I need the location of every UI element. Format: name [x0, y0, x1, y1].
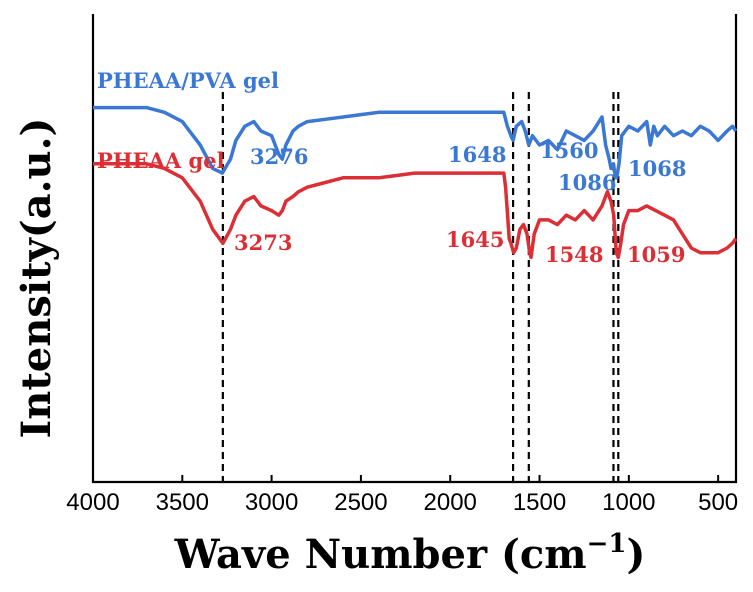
y-axis-title: Intensity(a.u.)	[13, 118, 60, 439]
x-axis-title-close: )	[626, 531, 645, 578]
peak-label: 3276	[250, 144, 308, 169]
series-label: PHEAA gel	[97, 148, 225, 173]
peak-label: 1059	[627, 242, 685, 267]
plot-frame	[91, 14, 738, 484]
peak-label: 3273	[234, 230, 292, 255]
x-tick-label: 1500	[513, 489, 566, 516]
peak-label: 1086	[558, 170, 616, 195]
x-tick-label: 2000	[424, 489, 477, 516]
x-axis-title-superscript: −1	[587, 529, 627, 559]
x-tick-label: 4000	[66, 489, 119, 516]
x-tick-label: 1000	[602, 489, 655, 516]
x-tick-label: 3500	[156, 489, 209, 516]
peak-label: 1560	[540, 138, 598, 163]
x-tick-label: 2500	[334, 489, 387, 516]
peak-label: 1648	[448, 142, 506, 167]
x-axis-title-main: Wave Number (cm	[174, 531, 587, 578]
x-axis-title: Wave Number (cm−1)	[174, 529, 646, 578]
peak-label: 1548	[545, 242, 603, 267]
x-tick-label: 3000	[245, 489, 298, 516]
peak-label: 1068	[628, 156, 686, 181]
x-tick-label: 500	[698, 489, 738, 516]
series-line-pheaa-pva	[93, 105, 738, 180]
series-line-pheaa	[93, 162, 738, 260]
series-label: PHEAA/PVA gel	[97, 68, 279, 93]
peak-label: 1645	[446, 227, 504, 252]
